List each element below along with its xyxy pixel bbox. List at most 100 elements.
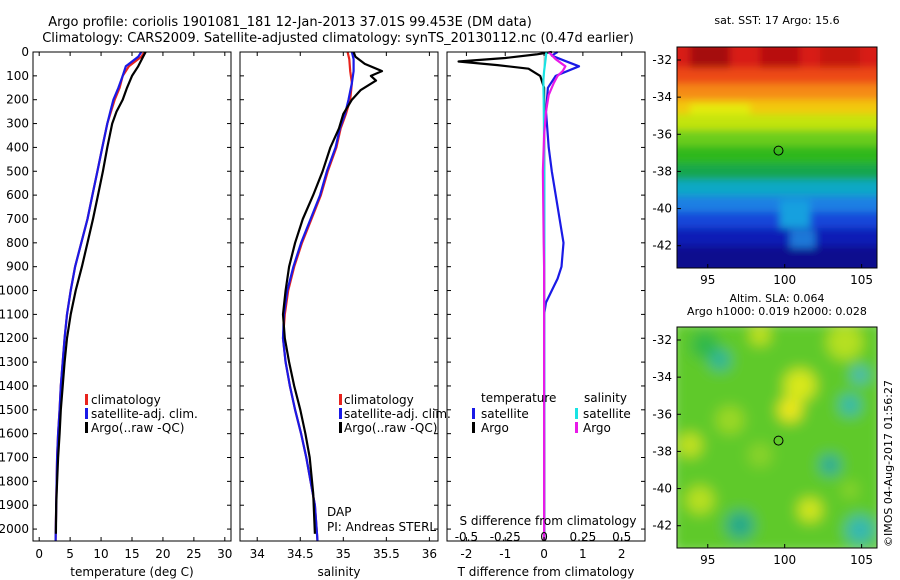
legend-swatch-argo xyxy=(339,422,342,433)
legend-header-temperature: temperature xyxy=(481,391,556,405)
x-tick-label: 15 xyxy=(124,547,139,561)
y-tick-label: 400 xyxy=(6,140,29,154)
s-tick-label: 0.5 xyxy=(612,530,631,544)
temperature-profile-chart: 0 5 10 15 20 25 300100200300400500600700800900… xyxy=(0,45,232,579)
x-tick-label: -1 xyxy=(499,547,511,561)
y-tick-label: 1000 xyxy=(0,284,29,298)
map-y-tick-label: -40 xyxy=(652,482,672,496)
legend-swatch-argo xyxy=(85,422,88,433)
map-y-tick-label: -38 xyxy=(652,444,672,458)
y-tick-label: 1500 xyxy=(0,403,29,417)
annotation-dap: DAP xyxy=(327,505,351,519)
s-tick-label: -0.5 xyxy=(455,530,478,544)
plot-frame xyxy=(32,51,232,542)
y-tick-label: 900 xyxy=(6,260,29,274)
map-x-tick-label: 100 xyxy=(773,553,796,567)
sla-map-subtitle: Argo h1000: 0.019 h2000: 0.028 xyxy=(687,305,867,318)
map-x-tick-label: 95 xyxy=(700,273,715,287)
map-y-tick-label: -38 xyxy=(652,164,672,178)
legend-swatch-satellite xyxy=(85,408,88,419)
y-tick-label: 100 xyxy=(6,69,29,83)
s-difference-label: S difference from climatology xyxy=(460,514,637,528)
map-y-tick-label: -36 xyxy=(652,407,672,421)
x-tick-label: 36 xyxy=(422,547,437,561)
sst-heatmap xyxy=(677,47,877,268)
series-line-satellite-adj-clim xyxy=(54,51,143,542)
x-axis-label: temperature (deg C) xyxy=(70,565,193,579)
x-tick-label: 2 xyxy=(618,547,626,561)
sla-argo-marker xyxy=(773,435,784,446)
s-tick-label: 0.25 xyxy=(570,530,597,544)
map-y-tick-label: -42 xyxy=(652,239,672,253)
legend-label-satellite: satellite-adj. clim. xyxy=(344,407,451,421)
sst-map-frame xyxy=(676,46,878,269)
sst-map-ticks: 95 100 105 -32 -34 -36 -38 -40 -42 xyxy=(652,53,873,287)
y-tick-label: 1200 xyxy=(0,331,29,345)
map-x-tick-label: 105 xyxy=(850,553,873,567)
s-tick-label: -0.25 xyxy=(490,530,521,544)
x-tick-label: 30 xyxy=(217,547,232,561)
y-tick-label: 1300 xyxy=(0,355,29,369)
salinity-difference-ticks: -0.5 -0.25 0 0.25 0.5 xyxy=(455,530,632,544)
map-y-tick-label: -40 xyxy=(652,202,672,216)
x-tick-label: 1 xyxy=(579,547,587,561)
map-y-tick-label: -36 xyxy=(652,127,672,141)
difference-legend: temperature salinity satellite Argo sate… xyxy=(472,391,631,435)
temperature-legend: climatology satellite-adj. clim. Argo(..… xyxy=(85,393,198,435)
y-tick-label: 1700 xyxy=(0,451,29,465)
x-axis-label: salinity xyxy=(317,565,360,579)
legend-label-satellite: satellite-adj. clim. xyxy=(91,407,198,421)
map-y-tick-label: -34 xyxy=(652,90,672,104)
x-tick-label: 34.5 xyxy=(287,547,314,561)
y-tick-label: 1400 xyxy=(0,379,29,393)
y-tick-label: 600 xyxy=(6,188,29,202)
series-line-temperature-satellite xyxy=(542,51,581,541)
x-tick-label: 34 xyxy=(250,547,265,561)
y-tick-label: 300 xyxy=(6,117,29,131)
x-axis-label: T difference from climatology xyxy=(457,565,635,579)
x-tick-label: 25 xyxy=(186,547,201,561)
series-line-argo-raw-qc xyxy=(54,51,147,534)
legend-header-salinity: salinity xyxy=(584,391,627,405)
x-tick-label: 35 xyxy=(336,547,351,561)
sst-argo-marker xyxy=(773,145,784,156)
legend-label-climatology: climatology xyxy=(91,393,161,407)
x-tick-label: 10 xyxy=(93,547,108,561)
legend-label-temp-satellite: satellite xyxy=(481,407,529,421)
legend-swatch-sal-satellite xyxy=(575,408,578,419)
x-tick-label: 35.5 xyxy=(373,547,400,561)
header-line2: Climatology: CARS2009. Satellite-adjuste… xyxy=(42,31,634,46)
legend-swatch-climatology xyxy=(339,394,342,405)
legend-label-argo: Argo(..raw -QC) xyxy=(91,421,184,435)
map-y-tick-label: -32 xyxy=(652,53,672,67)
series-line-satellite-adj-clim xyxy=(281,51,355,542)
x-tick-label: 0 xyxy=(35,547,43,561)
y-tick-label: 500 xyxy=(6,164,29,178)
series-line-argo-raw-qc xyxy=(281,51,384,534)
y-tick-label: 700 xyxy=(6,212,29,226)
legend-swatch-sal-argo xyxy=(575,422,578,433)
series-line-salinity-argo xyxy=(541,51,567,541)
sla-map-title: Altim. SLA: 0.064 xyxy=(729,292,824,305)
x-tick-label: 20 xyxy=(155,547,170,561)
sla-map-frame xyxy=(676,326,878,549)
salinity-legend: climatology satellite-adj. clim. Argo(..… xyxy=(339,393,451,435)
y-tick-label: 800 xyxy=(6,236,29,250)
map-x-tick-label: 95 xyxy=(700,553,715,567)
x-tick-label: 5 xyxy=(66,547,74,561)
plot-frame xyxy=(446,51,646,542)
plot-frame xyxy=(239,51,439,542)
legend-label-sal-satellite: satellite xyxy=(583,407,631,421)
difference-profile-chart: -2 -1 0 1 2 T difference from climatology xyxy=(446,50,646,579)
y-tick-label: 0 xyxy=(21,45,29,59)
sla-heatmap xyxy=(677,327,877,548)
legend-label-sal-argo: Argo xyxy=(583,421,611,435)
header-line1: Argo profile: coriolis 1901081_181 12-Ja… xyxy=(48,15,532,30)
map-y-tick-label: -32 xyxy=(652,333,672,347)
credit-stamp: ©IMOS 04-Aug-2017 01:56:27 xyxy=(882,380,895,547)
legend-swatch-temp-satellite xyxy=(472,408,475,419)
legend-label-climatology: climatology xyxy=(344,393,414,407)
map-y-tick-label: -42 xyxy=(652,519,672,533)
salinity-profile-chart: 34 34.5 35 35.5 36 salinity xyxy=(239,51,439,579)
